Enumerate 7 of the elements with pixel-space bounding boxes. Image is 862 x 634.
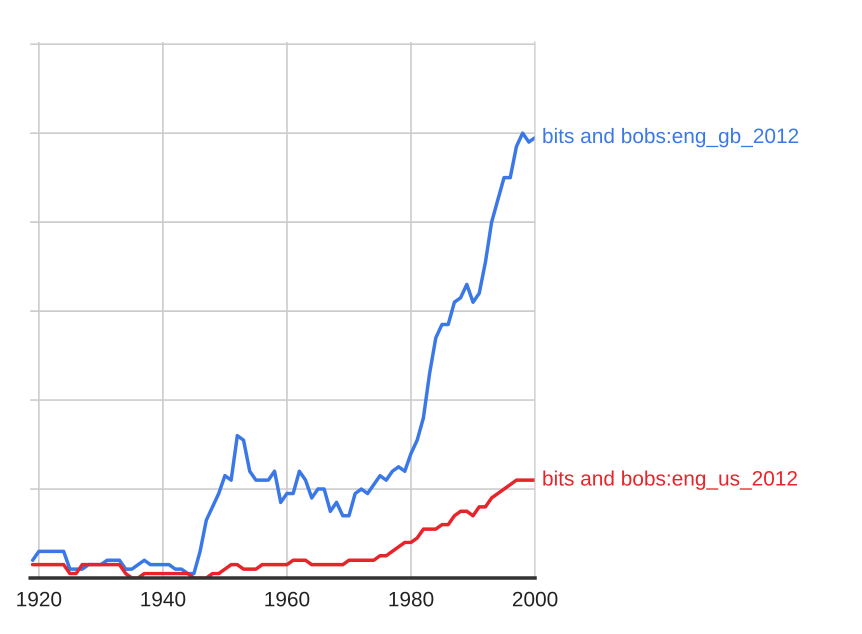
x-tick-label: 1960 <box>265 592 310 607</box>
x-tick-label: 2000 <box>512 592 558 607</box>
series-label: bits and bobs:eng_us_2012 <box>543 470 797 490</box>
x-tick-label: 1940 <box>141 592 186 607</box>
x-tick-label: 1920 <box>17 592 62 607</box>
x-tick-label: 1980 <box>389 592 434 607</box>
series-label: bits and bobs:eng_gb_2012 <box>543 128 798 148</box>
